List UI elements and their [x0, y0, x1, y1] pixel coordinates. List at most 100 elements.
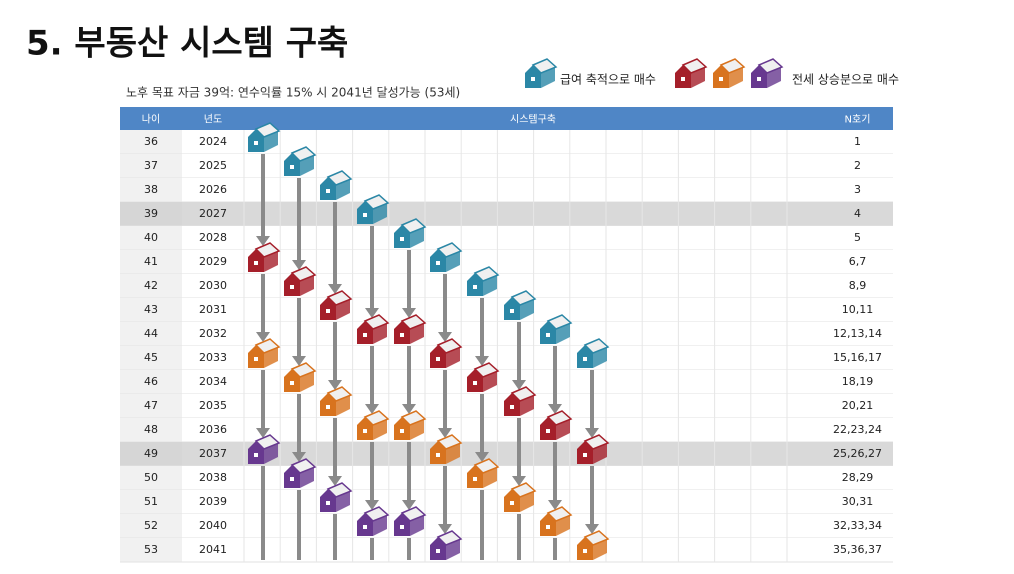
unit-count: 15,16,17 [833, 351, 882, 364]
age-cell [120, 442, 182, 466]
house-side [483, 467, 497, 488]
year: 2024 [199, 135, 227, 148]
house-front [467, 273, 483, 296]
house-front [320, 177, 336, 200]
row-bg [182, 226, 893, 250]
house-icon [394, 506, 427, 536]
column-header: N호기 [845, 114, 871, 126]
house-icon [320, 386, 353, 416]
house-icon [577, 338, 610, 368]
table-header [120, 107, 893, 130]
age: 44 [144, 327, 158, 340]
year: 2041 [199, 543, 227, 556]
house-icon [248, 122, 281, 152]
house-roof [254, 242, 281, 258]
house-side [373, 515, 387, 536]
legend-label: 전세 상승분으로 매수 [792, 73, 899, 87]
house-window [757, 77, 761, 81]
year: 2035 [199, 399, 227, 412]
house-side [446, 347, 460, 368]
house-window [436, 261, 440, 265]
arrow-head [512, 476, 526, 486]
house-side [410, 419, 424, 440]
age-cell [120, 418, 182, 442]
house-side [520, 491, 534, 512]
row-bg [182, 490, 893, 514]
house-side [336, 179, 350, 200]
house-front [320, 297, 336, 320]
house-front [540, 513, 556, 536]
house-front [751, 65, 767, 88]
house-icon [248, 434, 281, 464]
arrow-head [402, 500, 416, 510]
row-bg [182, 202, 893, 226]
house-side [483, 275, 497, 296]
age-cell [120, 514, 182, 538]
age-cell [120, 538, 182, 562]
house-roof [436, 242, 463, 258]
house-icon [713, 58, 746, 88]
house-side [373, 323, 387, 344]
house-window [326, 501, 330, 505]
house-side [520, 299, 534, 320]
house-window [719, 77, 723, 81]
age-cell [120, 178, 182, 202]
house-side [556, 419, 570, 440]
house-side [264, 443, 278, 464]
house-front [248, 345, 264, 368]
house-window [290, 381, 294, 385]
house-window [473, 477, 477, 481]
column-header: 년도 [204, 114, 222, 126]
house-icon [284, 266, 317, 296]
house-side [691, 67, 705, 88]
house-side [593, 539, 607, 560]
house-front [357, 513, 373, 536]
house-icon [357, 314, 390, 344]
house-icon [320, 170, 353, 200]
unit-count: 6,7 [849, 255, 867, 268]
house-side [300, 371, 314, 392]
house-icon [525, 58, 558, 88]
house-window [363, 333, 367, 337]
arrow-head [365, 404, 379, 414]
house-icon [577, 530, 610, 560]
house-front [284, 369, 300, 392]
house-icon [394, 218, 427, 248]
house-front [394, 417, 410, 440]
arrow-head [328, 284, 342, 294]
house-window [254, 261, 258, 265]
arrow-head [328, 380, 342, 390]
row-bg [182, 250, 893, 274]
unit-count: 18,19 [842, 375, 874, 388]
house-front [467, 369, 483, 392]
house-icon [430, 530, 463, 560]
house-roof [400, 506, 427, 522]
house-side [410, 227, 424, 248]
arrow-head [292, 260, 306, 270]
arrow-head [438, 428, 452, 438]
arrow-head [512, 380, 526, 390]
house-window [546, 429, 550, 433]
age: 41 [144, 255, 158, 268]
unit-count: 25,26,27 [833, 447, 882, 460]
house-window [473, 285, 477, 289]
row-bg [182, 298, 893, 322]
row-bg [182, 418, 893, 442]
row-bg [182, 130, 893, 154]
house-front [430, 345, 446, 368]
house-side [410, 515, 424, 536]
house-window [254, 453, 258, 457]
house-icon [504, 386, 537, 416]
age-cell [120, 490, 182, 514]
house-side [556, 515, 570, 536]
house-icon [467, 266, 500, 296]
title: 5. 부동산 시스템 구축 [26, 24, 348, 64]
year: 2026 [199, 183, 227, 196]
arrow-head [292, 356, 306, 366]
house-roof [400, 218, 427, 234]
age: 46 [144, 375, 158, 388]
house-side [373, 419, 387, 440]
house-front [504, 297, 520, 320]
age-cell [120, 226, 182, 250]
